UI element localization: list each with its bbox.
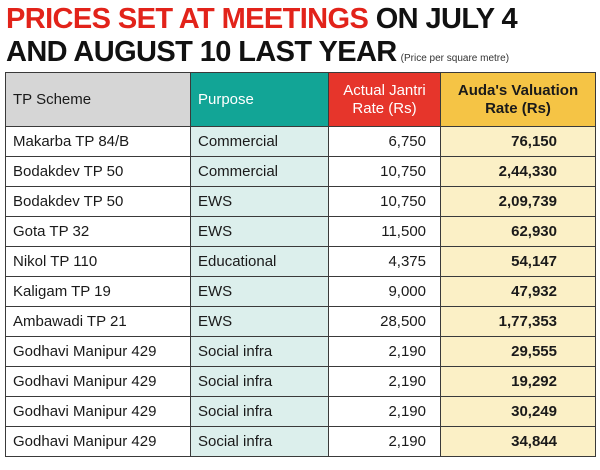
title-line: PRICES SET AT MEETINGS ON JULY 4 bbox=[6, 3, 518, 35]
table-cell: Social infra bbox=[190, 336, 329, 367]
table-cell: 6,750 bbox=[328, 126, 441, 157]
table-cell: Makarba TP 84/B bbox=[5, 126, 191, 157]
table-cell: 30,249 bbox=[440, 396, 596, 427]
table-cell: 9,000 bbox=[328, 276, 441, 307]
table-cell: 10,750 bbox=[328, 156, 441, 187]
table-cell: 47,932 bbox=[440, 276, 596, 307]
column-header: Purpose bbox=[190, 72, 329, 127]
table-cell: 2,09,739 bbox=[440, 186, 596, 217]
table-cell: 29,555 bbox=[440, 336, 596, 367]
table-cell: Godhavi Manipur 429 bbox=[5, 396, 191, 427]
table-cell: 1,77,353 bbox=[440, 306, 596, 337]
table-cell: Commercial bbox=[190, 156, 329, 187]
table-cell: Educational bbox=[190, 246, 329, 277]
table-cell: 62,930 bbox=[440, 216, 596, 247]
title-text: AND AUGUST 10 LAST YEAR bbox=[6, 36, 397, 68]
title-line: AND AUGUST 10 LAST YEAR (Price per square… bbox=[6, 36, 509, 75]
table-cell: 28,500 bbox=[328, 306, 441, 337]
table-cell: Ambawadi TP 21 bbox=[5, 306, 191, 337]
table-row: Bodakdev TP 50 EWS 10,750 2,09,739 bbox=[5, 186, 596, 217]
table-cell: EWS bbox=[190, 306, 329, 337]
title-text: ON JULY 4 bbox=[375, 3, 518, 35]
table-row: Makarba TP 84/B Commercial 6,750 76,150 bbox=[5, 126, 596, 157]
table-cell: Kaligam TP 19 bbox=[5, 276, 191, 307]
table-cell: Social infra bbox=[190, 396, 329, 427]
column-header: Actual Jantri Rate (Rs) bbox=[328, 72, 441, 127]
table-cell: Nikol TP 110 bbox=[5, 246, 191, 277]
table-cell: Social infra bbox=[190, 366, 329, 397]
table-cell: Godhavi Manipur 429 bbox=[5, 366, 191, 397]
unit-note: (Price per square metre) bbox=[400, 53, 510, 64]
table-cell: EWS bbox=[190, 216, 329, 247]
table-head: TP Scheme Purpose Actual Jantri Rate (Rs) A… bbox=[5, 72, 596, 127]
table-body: Makarba TP 84/B Commercial 6,750 76,150 Boda… bbox=[5, 126, 596, 457]
table-cell: 11,500 bbox=[328, 216, 441, 247]
table-cell: 2,190 bbox=[328, 366, 441, 397]
table-cell: Godhavi Manipur 429 bbox=[5, 426, 191, 457]
table-cell: 54,147 bbox=[440, 246, 596, 277]
column-header: TP Scheme bbox=[5, 72, 191, 127]
table-cell: 4,375 bbox=[328, 246, 441, 277]
table-row: Bodakdev TP 50 Commercial 10,750 2,44,330 bbox=[5, 156, 596, 187]
table-cell: 34,844 bbox=[440, 426, 596, 457]
table-cell: EWS bbox=[190, 276, 329, 307]
table-cell: 2,190 bbox=[328, 336, 441, 367]
table-row: Gota TP 32 EWS 11,500 62,930 bbox=[5, 216, 596, 247]
table-row: Ambawadi TP 21 EWS 28,500 1,77,353 bbox=[5, 306, 596, 337]
title-highlight: PRICES SET AT MEETINGS bbox=[6, 3, 369, 35]
column-header: Auda's Valuation Rate (Rs) bbox=[440, 72, 596, 127]
table-cell: 76,150 bbox=[440, 126, 596, 157]
table-cell: 2,190 bbox=[328, 426, 441, 457]
table-cell: 2,190 bbox=[328, 396, 441, 427]
table-cell: Godhavi Manipur 429 bbox=[5, 336, 191, 367]
table-cell: Commercial bbox=[190, 126, 329, 157]
table-cell: Gota TP 32 bbox=[5, 216, 191, 247]
header-row: TP Scheme Purpose Actual Jantri Rate (Rs) A… bbox=[5, 72, 596, 127]
table-row: Kaligam TP 19 EWS 9,000 47,932 bbox=[5, 276, 596, 307]
table-row: Nikol TP 110 Educational 4,375 54,147 bbox=[5, 246, 596, 277]
table-row: Godhavi Manipur 429 Social infra 2,190 34,8… bbox=[5, 426, 596, 457]
table-cell: 19,292 bbox=[440, 366, 596, 397]
table-cell: Bodakdev TP 50 bbox=[5, 156, 191, 187]
table-cell: Bodakdev TP 50 bbox=[5, 186, 191, 217]
table-row: Godhavi Manipur 429 Social infra 2,190 19,2… bbox=[5, 366, 596, 397]
table-cell: 10,750 bbox=[328, 186, 441, 217]
table-row: Godhavi Manipur 429 Social infra 2,190 30,2… bbox=[5, 396, 596, 427]
table-row: Godhavi Manipur 429 Social infra 2,190 29,5… bbox=[5, 336, 596, 367]
table-cell: 2,44,330 bbox=[440, 156, 596, 187]
table-cell: EWS bbox=[190, 186, 329, 217]
price-table: TP Scheme Purpose Actual Jantri Rate (Rs) A… bbox=[5, 72, 596, 457]
table-cell: Social infra bbox=[190, 426, 329, 457]
